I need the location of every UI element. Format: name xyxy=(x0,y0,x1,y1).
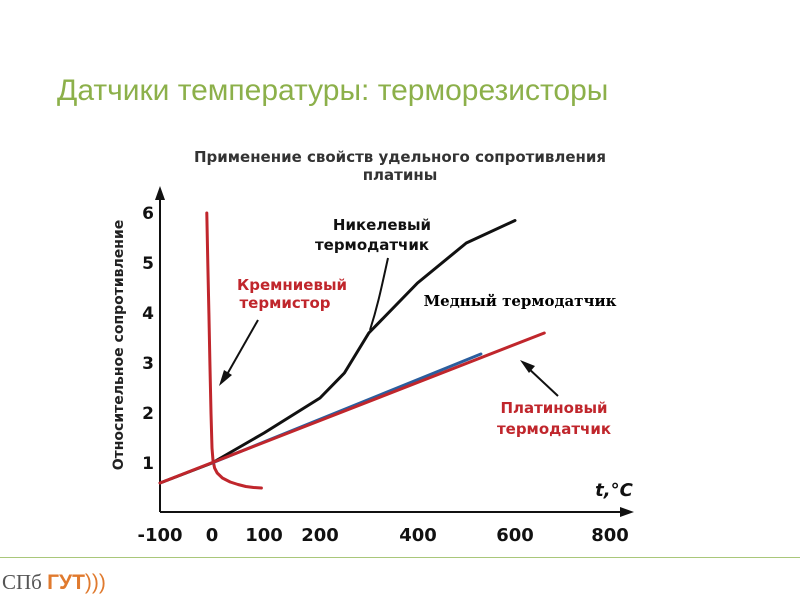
x-tick-label: -100 xyxy=(137,525,182,546)
x-tick-label: 100 xyxy=(245,525,283,546)
arrow-platinum xyxy=(526,366,559,397)
x-tick-label: 400 xyxy=(399,525,437,546)
annotation-nickel-line1: Никелевый xyxy=(333,216,431,234)
x-axis-arrow xyxy=(620,507,634,517)
arrowhead-silicon xyxy=(219,370,232,386)
resistance-chart: Применение свойств удельного сопротивлен… xyxy=(111,148,634,546)
series-line-1 xyxy=(158,219,517,485)
y-tick-label: 2 xyxy=(142,404,154,424)
ticks: -100 0 100 200 400 600 800 1 2 3 4 5 6 t,°C xyxy=(137,204,633,546)
annotation-copper: Медный термодатчик xyxy=(424,292,617,310)
arrowhead-platinum xyxy=(520,360,535,373)
series-line-3 xyxy=(158,331,546,485)
x-tick-label: 0 xyxy=(206,525,219,546)
series-line-0 xyxy=(205,211,263,490)
arrow-nickel xyxy=(369,257,389,331)
y-axis-arrow xyxy=(155,186,165,200)
annotation-platinum-line1: Платиновый xyxy=(500,399,607,417)
x-tick-label: 600 xyxy=(496,525,534,546)
logo-text-2: ГУТ xyxy=(47,571,85,594)
logo-text-3: ))) xyxy=(84,571,106,594)
y-tick-label: 6 xyxy=(142,204,154,224)
logo-text-1: СПб xyxy=(2,570,48,594)
chart-title-line2: платины xyxy=(363,166,438,184)
y-tick-label: 3 xyxy=(142,354,154,374)
chart-title-line1: Применение свойств удельного сопротивлен… xyxy=(194,148,606,166)
y-tick-label: 1 xyxy=(142,454,154,474)
annotation-silicon-line1: Кремниевый xyxy=(237,276,347,294)
x-axis-label: t,°C xyxy=(595,480,633,501)
y-axis-label: Относительное сопротивление xyxy=(111,220,127,471)
slide-title: Датчики температуры: терморезисторы xyxy=(57,74,609,107)
footer-divider xyxy=(0,557,800,558)
arrow-silicon xyxy=(224,319,259,379)
x-tick-label: 800 xyxy=(591,525,629,546)
axes xyxy=(155,186,634,517)
annotation-platinum-line2: термодатчик xyxy=(497,420,611,438)
x-tick-label: 200 xyxy=(301,525,339,546)
annotation-nickel-line2: термодатчик xyxy=(315,236,429,254)
footer-logo: СПб ГУТ))) xyxy=(2,570,106,595)
series-lines xyxy=(158,211,546,490)
annotation-silicon-line2: термистор xyxy=(239,294,330,312)
y-tick-label: 5 xyxy=(142,254,154,274)
y-tick-label: 4 xyxy=(142,304,154,324)
